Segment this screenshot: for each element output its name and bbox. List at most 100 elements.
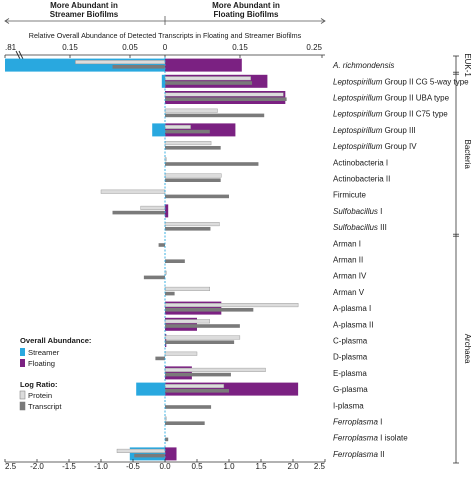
- bar-transcript: [165, 194, 229, 199]
- bottom-tick-label: -0.5: [126, 462, 140, 471]
- category-label-italic: Leptospirillum: [333, 94, 383, 103]
- category-label-rest: Firmicute: [333, 191, 366, 200]
- category-label: Leptospirillum Group IV: [333, 142, 417, 151]
- category-label-rest: I: [378, 418, 382, 427]
- bar-transcript: [165, 259, 185, 263]
- bar-protein: [164, 319, 210, 324]
- header-left-line: Streamer Biofilms: [50, 10, 119, 19]
- bottom-tick-label: 2.5: [314, 462, 326, 471]
- category-label-italic: A. richmondensis: [332, 61, 394, 70]
- bar-streamer: [161, 74, 165, 88]
- category-label: Sulfobacillus III: [333, 223, 387, 232]
- axis-break-mark: [15, 50, 21, 60]
- category-label-rest: Actinobacteria II: [333, 175, 390, 184]
- category-label: Arman II: [333, 256, 363, 265]
- category-label: Leptospirillum Group II UBA type: [333, 94, 450, 103]
- legend-title-ratio: Log Ratio:: [20, 380, 58, 389]
- legend-label: Floating: [28, 359, 55, 368]
- bar-protein: [164, 367, 266, 372]
- bar-transcript: [165, 437, 169, 442]
- category-label: Firmicute: [333, 191, 366, 200]
- category-labels: A. richmondensis Leptospirillum Group II …: [332, 61, 469, 459]
- category-label: Arman I: [333, 239, 361, 248]
- category-label-rest: I: [378, 207, 382, 216]
- category-label: Ferroplasma II: [333, 450, 385, 459]
- category-label: C-plasma: [333, 337, 368, 346]
- bar-protein: [116, 448, 166, 453]
- category-label-rest: Group II C75 type: [382, 110, 448, 119]
- category-label: G-plasma: [333, 385, 368, 394]
- category-label: Leptospirillum Group II C75 type: [333, 110, 448, 119]
- bottom-tick-label: -2.0: [30, 462, 44, 471]
- bar-streamer: [136, 382, 165, 396]
- bar-protein: [164, 270, 167, 275]
- category-label-italic: Ferroplasma: [333, 434, 378, 443]
- bar-protein: [164, 351, 198, 356]
- category-label: Leptospirillum Group III: [333, 126, 416, 135]
- legend: Overall Abundance: Streamer Floating Log Ra…: [19, 336, 91, 411]
- bottom-tick-label: 2.5: [5, 462, 17, 471]
- legend-swatch: [19, 390, 26, 400]
- group-label: Archaea: [463, 334, 472, 364]
- category-label-rest: D-plasma: [333, 353, 368, 362]
- header-arrow-right: [320, 18, 326, 24]
- bar-transcript: [165, 129, 210, 134]
- bar-transcript: [165, 405, 212, 409]
- bottom-tick-label: -1.5: [62, 462, 76, 471]
- top-tick-label: .81: [5, 43, 17, 52]
- bar-transcript: [158, 243, 165, 247]
- bar-protein: [164, 335, 241, 340]
- bar-transcript: [165, 340, 235, 344]
- bar-protein: [164, 384, 225, 389]
- group-label: Bacteria: [463, 140, 472, 170]
- bar-transcript: [165, 97, 287, 101]
- category-label-italic: Sulfobacillus: [333, 223, 378, 232]
- header-left-line: More Abundant in: [50, 1, 118, 10]
- category-label-italic: Leptospirillum: [333, 110, 383, 119]
- legend-label: Transcript: [28, 402, 62, 411]
- group-label: EUK-1: [463, 53, 472, 77]
- category-label: Arman V: [333, 288, 365, 297]
- bar-transcript: [165, 421, 205, 425]
- bar-protein: [140, 205, 166, 210]
- bar-transcript: [143, 275, 165, 280]
- category-label: E-plasma: [333, 369, 367, 378]
- header-right-line: More Abundant in: [212, 1, 280, 10]
- category-label-rest: Group IV: [382, 142, 417, 151]
- legend-label: Streamer: [28, 348, 60, 357]
- category-label-rest: I isolate: [378, 434, 408, 443]
- top-tick-label: 0.15: [232, 43, 248, 52]
- bar-transcript: [165, 146, 221, 150]
- group-brackets: EUK-1 Bacteria Archaea: [453, 53, 472, 464]
- bar-floating: [165, 447, 177, 461]
- bottom-tick-label: -1.0: [94, 462, 108, 471]
- legend-swatch: [20, 359, 25, 367]
- bar-protein: [75, 60, 166, 65]
- category-label: A-plasma II: [333, 320, 373, 329]
- category-label-rest: Arman I: [333, 239, 361, 248]
- top-tick-label: 0.15: [62, 43, 78, 52]
- category-label-rest: E-plasma: [333, 369, 367, 378]
- legend-title-abundance: Overall Abundance:: [20, 336, 91, 345]
- category-label-rest: C-plasma: [333, 337, 368, 346]
- category-label: D-plasma: [333, 353, 368, 362]
- axis-break-mark: [18, 50, 24, 60]
- category-label-rest: Arman V: [333, 288, 365, 297]
- category-label: Ferroplasma I isolate: [333, 434, 408, 443]
- bar-protein: [164, 141, 212, 146]
- bar-transcript: [165, 324, 240, 328]
- category-label-rest: Group II CG 5-way type: [382, 77, 469, 86]
- category-label: A. richmondensis: [332, 61, 394, 70]
- category-label-italic: Leptospirillum: [333, 126, 383, 135]
- category-label-rest: Group II UBA type: [382, 94, 449, 103]
- bar-protein: [164, 173, 222, 178]
- category-label: Actinobacteria II: [333, 175, 390, 184]
- bar-transcript: [112, 210, 165, 215]
- category-label: Leptospirillum Group II CG 5-way type: [333, 77, 469, 86]
- bar-transcript: [165, 81, 253, 85]
- bar-transcript: [165, 227, 211, 231]
- top-tick-label: 0.25: [306, 43, 322, 52]
